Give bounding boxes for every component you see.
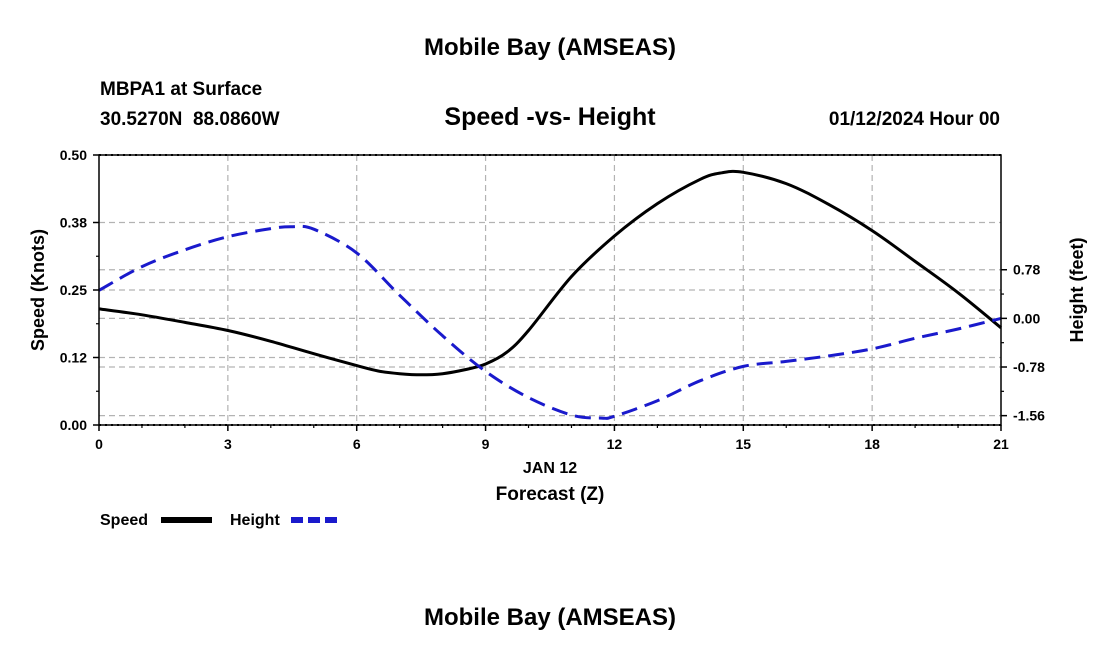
x-tick-label: 6 xyxy=(353,436,361,452)
y-tick-label: 0.00 xyxy=(60,417,87,433)
series-line-speed xyxy=(98,169,1002,377)
legend: Speed Height xyxy=(100,512,342,529)
grid-lines xyxy=(99,155,1001,425)
x-tick-label: 12 xyxy=(607,436,623,452)
y2-tick-label: -0.78 xyxy=(1013,359,1045,375)
x-tick-label: 9 xyxy=(482,436,490,452)
x-tick-label: 21 xyxy=(993,436,1009,452)
y2-tick-label: -1.56 xyxy=(1013,408,1045,424)
x-tick-label: 15 xyxy=(735,436,751,452)
y2-tick-label: 0.00 xyxy=(1013,310,1040,326)
y-tick-label: 0.25 xyxy=(60,282,87,298)
chart-title: Speed -vs- Height xyxy=(444,103,656,131)
x-tick-label: 18 xyxy=(864,436,880,452)
footer-title: Mobile Bay (AMSEAS) xyxy=(424,604,676,631)
page-title: Mobile Bay (AMSEAS) xyxy=(424,34,676,61)
x-axis-label: Forecast (Z) xyxy=(496,484,605,505)
date-label: 01/12/2024 Hour 00 xyxy=(829,109,1000,130)
x-tick-label: 0 xyxy=(95,436,103,452)
x-tick-label: 3 xyxy=(224,436,232,452)
station-coordinates: 30.5270N 88.0860W xyxy=(100,109,280,130)
y-tick-label: 0.12 xyxy=(60,350,87,366)
legend-speed-label: Speed xyxy=(100,512,148,529)
y2-tick-label: 0.78 xyxy=(1013,262,1040,278)
y-tick-label: 0.38 xyxy=(60,215,87,231)
station-name: MBPA1 at Surface xyxy=(100,79,262,100)
legend-height-label: Height xyxy=(230,512,280,529)
axis-ticks: 0 3 6 9 12 15 18 21 0.00 0.12 0.25 0.38 0.50 -1.56 -0.… xyxy=(60,147,1045,452)
plot-series xyxy=(98,169,1002,420)
series-line-height xyxy=(98,224,1002,420)
x-date-label: JAN 12 xyxy=(523,460,577,477)
y-axis-label: Speed (Knots) xyxy=(28,229,48,351)
y2-axis-label: Height (feet) xyxy=(1067,238,1087,343)
y-tick-label: 0.50 xyxy=(60,147,87,163)
